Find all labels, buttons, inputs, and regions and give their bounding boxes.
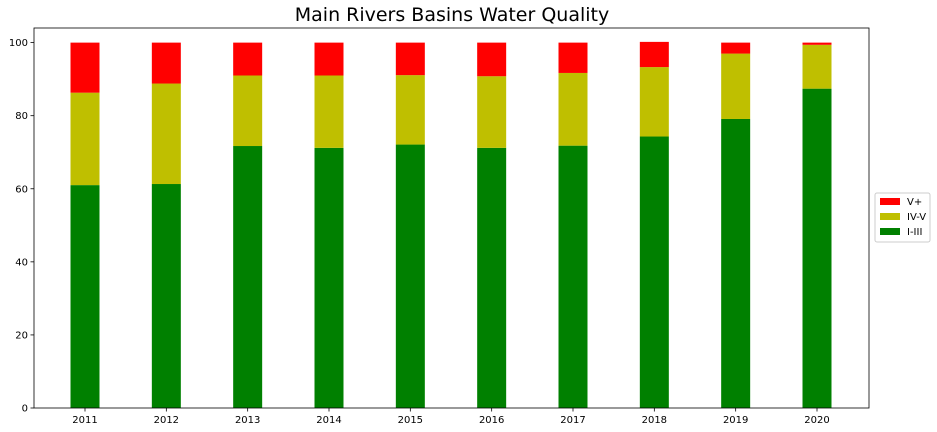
x-tick-label-2018: 2018 (642, 415, 667, 426)
bar-i-iii-2012 (151, 184, 181, 408)
bar-v+-2016 (477, 42, 507, 77)
plot-area: 0 20 40 60 80 100 2011 2012 2013 2014 2015 2016 2017… (9, 27, 870, 426)
legend-swatch-v+ (880, 198, 900, 205)
bar-iv-v-2016 (477, 76, 507, 148)
bar-iv-v-2013 (233, 75, 263, 147)
y-tick-label-80: 80 (15, 111, 28, 122)
legend-label-v+: V+ (907, 197, 922, 208)
bar-v+-2012 (151, 42, 181, 84)
bar-i-iii-2011 (70, 185, 100, 408)
bar-iv-v-2019 (721, 53, 751, 119)
legend-label-iv-v: IV-V (907, 212, 926, 223)
x-tick-label-2011: 2011 (72, 415, 97, 426)
bar-i-iii-2014 (314, 147, 344, 408)
legend-swatch-iv-v (880, 213, 900, 220)
y-tick-label-40: 40 (15, 257, 28, 268)
y-tick-label-100: 100 (9, 38, 28, 49)
bar-iv-v-2011 (70, 92, 100, 186)
bar-v+-2020 (802, 42, 832, 45)
bar-iv-v-2012 (151, 83, 181, 185)
bar-v+-2014 (314, 42, 344, 76)
x-tick-label-2016: 2016 (479, 415, 504, 426)
bar-i-iii-2013 (233, 146, 263, 408)
x-tick-label-2015: 2015 (398, 415, 423, 426)
bar-i-iii-2017 (558, 145, 588, 408)
x-tick-label-2014: 2014 (316, 415, 341, 426)
bar-v+-2019 (721, 42, 751, 54)
bar-v+-2017 (558, 42, 588, 73)
bar-iv-v-2020 (802, 44, 832, 89)
bar-i-iii-2018 (639, 136, 669, 408)
x-tick-label-2020: 2020 (804, 415, 829, 426)
bar-v+-2011 (70, 42, 100, 93)
bar-iv-v-2017 (558, 72, 588, 146)
bar-v+-2015 (395, 42, 425, 76)
bar-i-iii-2020 (802, 88, 832, 409)
bar-i-iii-2015 (395, 144, 425, 408)
bar-iv-v-2015 (395, 75, 425, 145)
bar-i-iii-2016 (477, 147, 507, 408)
bar-i-iii-2019 (721, 118, 751, 408)
x-tick-label-2019: 2019 (723, 415, 748, 426)
axes-frame (33, 27, 870, 409)
x-tick-label-2012: 2012 (154, 415, 179, 426)
bar-v+-2013 (233, 42, 263, 76)
y-tick-label-20: 20 (15, 330, 28, 341)
bar-v+-2018 (639, 41, 669, 68)
y-tick-label-0: 0 (22, 404, 28, 415)
x-tick-label-2013: 2013 (235, 415, 260, 426)
legend: V+ IV-V I-III (874, 192, 931, 243)
legend-swatch-i-iii (880, 228, 900, 235)
bar-iv-v-2018 (639, 67, 669, 137)
chart-title: Main Rivers Basins Water Quality (295, 4, 610, 26)
legend-label-i-iii: I-III (907, 227, 922, 238)
x-tick-label-2017: 2017 (560, 415, 585, 426)
bar-iv-v-2014 (314, 75, 344, 148)
y-tick-label-60: 60 (15, 184, 28, 195)
